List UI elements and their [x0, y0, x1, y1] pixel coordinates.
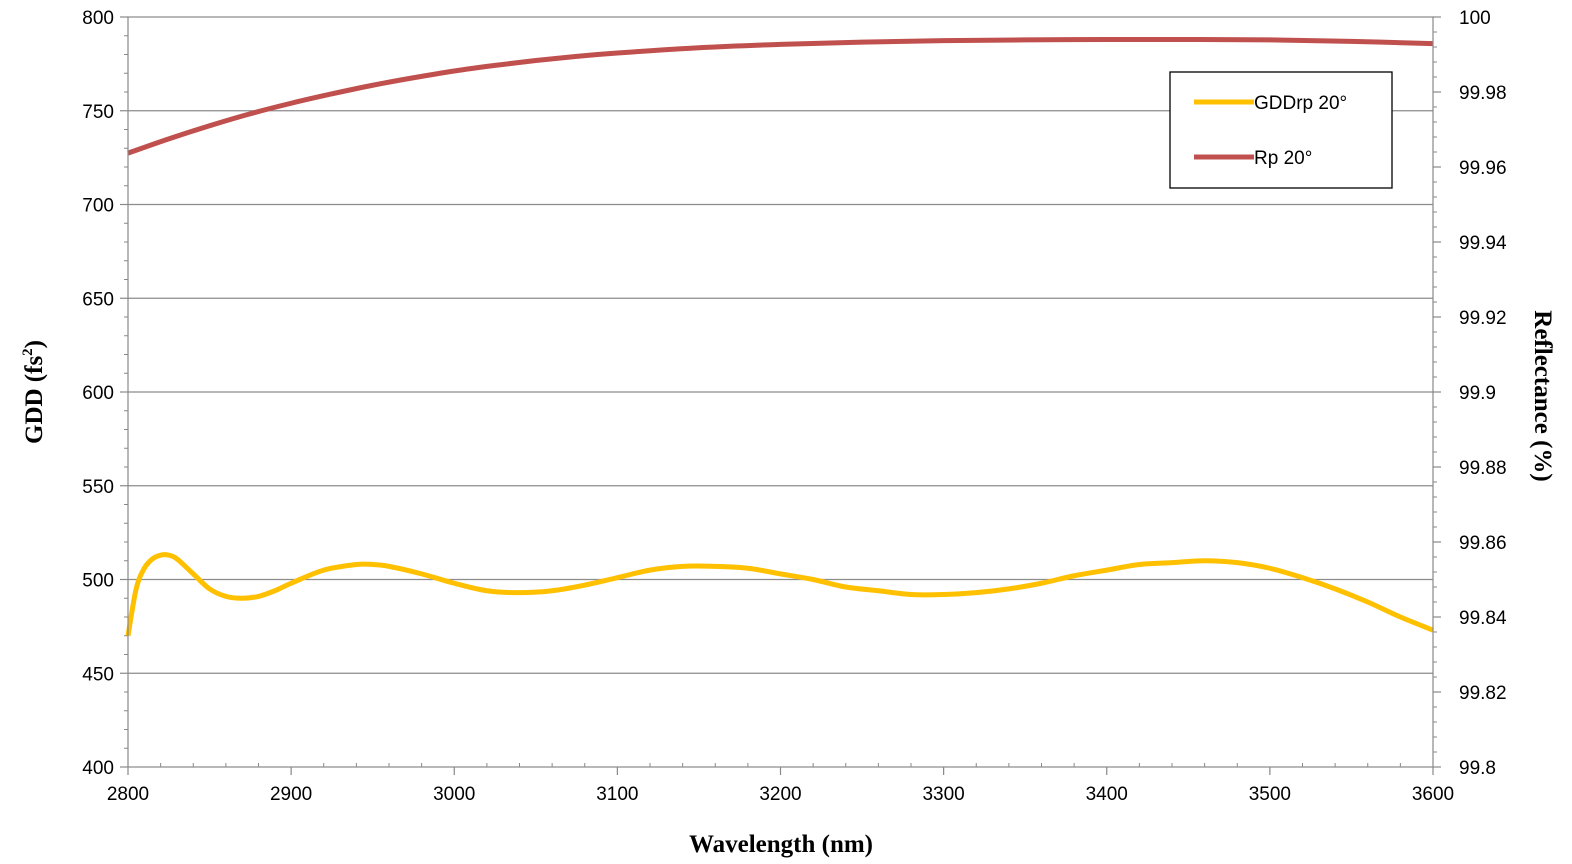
x-tick-label: 3400 — [1086, 784, 1128, 805]
y-right-tick-label: 99.8 — [1459, 758, 1496, 779]
y-right-tick-label: 99.84 — [1459, 608, 1507, 629]
legend: GDDrp 20° Rp 20° — [1169, 71, 1393, 189]
y-right-tick-label: 99.94 — [1459, 233, 1507, 254]
x-tick-label: 3200 — [759, 784, 801, 805]
series-lines — [125, 36, 1434, 637]
y-left-axis-title: GDD (fs2) — [20, 340, 48, 444]
y-left-tick-label: 750 — [82, 102, 114, 123]
plot-area-border — [127, 16, 1434, 768]
y-right-tick-label: 99.86 — [1459, 533, 1507, 554]
y-right-tick-label: 100 — [1459, 8, 1491, 29]
y-left-tick-label: 800 — [82, 8, 114, 29]
x-tick-label: 3600 — [1412, 784, 1454, 805]
y-right-tick-label: 99.9 — [1459, 383, 1496, 404]
x-tick-label: 3000 — [433, 784, 475, 805]
x-tick-labels: 2800 2900 3000 3100 3200 3300 3400 3500 3600 — [107, 784, 1454, 805]
y-right-tick-label: 99.88 — [1459, 458, 1507, 479]
y-left-tick-label: 650 — [82, 289, 114, 310]
y-left-tick-label: 400 — [82, 758, 114, 779]
series-line-rp-20 — [127, 36, 1434, 156]
x-tick-label: 2900 — [270, 784, 312, 805]
y-left-tick-label: 600 — [82, 383, 114, 404]
legend-label-rp-20: Rp 20° — [1254, 148, 1312, 169]
y-right-tick-labels: 99.8 99.82 99.84 99.86 99.88 99.9 99.92 99.94 99… — [1459, 8, 1507, 779]
x-tick-label: 2800 — [107, 784, 149, 805]
y-right-axis-title: Reflectance (%) — [1529, 310, 1556, 481]
y-left-tick-label: 450 — [82, 664, 114, 685]
y-right-tick-label: 99.98 — [1459, 83, 1507, 104]
legend-box — [1169, 71, 1393, 189]
series-line-gddrp-20 — [125, 552, 1434, 637]
y-left-axis-title-main: GDD (fs — [21, 356, 48, 444]
y-left-axis-title-close: ) — [21, 340, 48, 348]
x-tick-label: 3500 — [1249, 784, 1291, 805]
y-left-tick-labels: 400 450 500 550 600 650 700 750 800 — [82, 8, 114, 779]
x-tick-label: 3100 — [596, 784, 638, 805]
y-right-tick-label: 99.92 — [1459, 308, 1507, 329]
x-axis-title: Wavelength (nm) — [689, 831, 873, 858]
minor-ticks — [120, 16, 1441, 775]
y-left-tick-label: 550 — [82, 477, 114, 498]
y-left-axis-title-sup: 2 — [20, 348, 36, 356]
y-right-tick-label: 99.82 — [1459, 683, 1507, 704]
y-left-tick-label: 700 — [82, 196, 114, 217]
y-right-tick-label: 99.96 — [1459, 158, 1507, 179]
legend-label-gddrp-20: GDDrp 20° — [1254, 93, 1347, 114]
x-tick-label: 3300 — [922, 784, 964, 805]
y-left-tick-label: 500 — [82, 571, 114, 592]
